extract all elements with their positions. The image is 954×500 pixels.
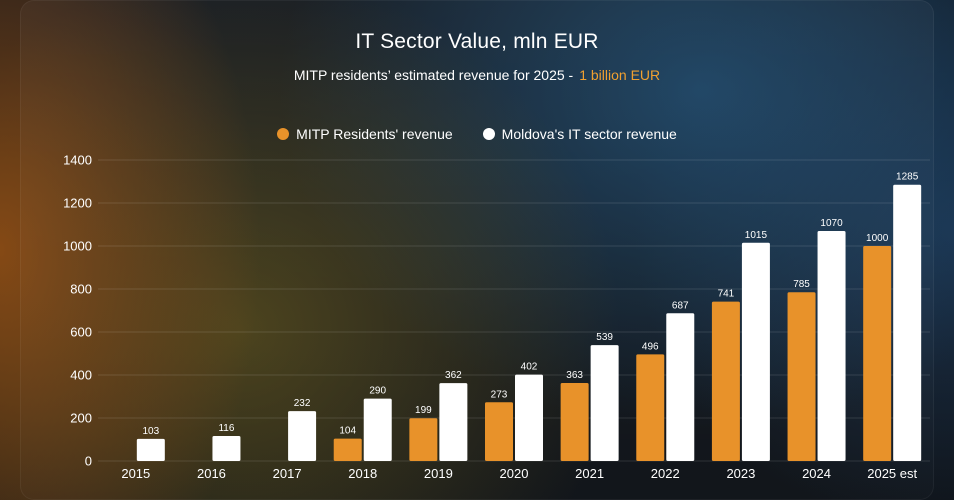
x-tick-label: 2018 xyxy=(348,466,377,481)
data-label-mitp: 273 xyxy=(491,389,508,400)
bar-mitp xyxy=(711,301,740,461)
bar-moldova xyxy=(515,374,543,461)
data-label-mitp: 1000 xyxy=(866,233,889,244)
data-label-mitp: 785 xyxy=(793,279,810,290)
data-label-mitp: 104 xyxy=(339,426,356,437)
chart-subtitle: MITP residents’ estimated revenue for 20… xyxy=(0,67,954,83)
bar-mitp xyxy=(409,418,438,461)
y-tick-label: 400 xyxy=(70,368,92,383)
chart-legend: MITP Residents' revenue Moldova's IT sec… xyxy=(0,126,954,142)
bar-mitp xyxy=(333,438,362,461)
data-label-mitp: 199 xyxy=(415,405,432,416)
x-tick-label: 2015 xyxy=(121,466,150,481)
y-tick-label: 200 xyxy=(70,411,92,426)
x-tick-label: 2023 xyxy=(726,466,755,481)
data-label-moldova: 402 xyxy=(521,362,538,373)
subtitle-highlight: 1 billion EUR xyxy=(579,67,661,83)
bar-moldova xyxy=(439,383,468,461)
x-tick-label: 2021 xyxy=(575,466,604,481)
y-tick-label: 0 xyxy=(85,454,92,469)
data-label-mitp: 741 xyxy=(718,289,735,300)
y-tick-label: 1200 xyxy=(63,196,92,211)
bar-moldova xyxy=(288,411,317,461)
y-tick-label: 1000 xyxy=(63,239,92,254)
y-tick-label: 600 xyxy=(70,325,92,340)
chart-title: IT Sector Value, mln EUR xyxy=(355,30,599,53)
legend-item-moldova: Moldova's IT sector revenue xyxy=(482,126,677,142)
x-tick-label: 2016 xyxy=(197,466,226,481)
bar-moldova xyxy=(817,230,846,461)
bar-moldova xyxy=(741,242,770,461)
x-tick-label: 2025 est xyxy=(867,466,917,481)
bar-moldova xyxy=(212,436,241,461)
data-label-moldova: 116 xyxy=(218,423,234,434)
legend-label-mitp: MITP Residents' revenue xyxy=(296,126,453,142)
bar-moldova xyxy=(590,345,619,461)
bar-mitp xyxy=(560,382,589,461)
legend-label-moldova: Moldova's IT sector revenue xyxy=(501,126,677,142)
legend-swatch-mitp xyxy=(277,128,290,140)
subtitle-text: MITP residents’ estimated revenue for 20… xyxy=(293,67,574,83)
bar-moldova xyxy=(136,438,165,461)
data-label-moldova: 1285 xyxy=(896,172,919,183)
x-tick-label: 2019 xyxy=(424,466,453,481)
data-label-moldova: 362 xyxy=(445,370,462,381)
legend-swatch-moldova xyxy=(482,128,495,140)
data-label-moldova: 687 xyxy=(672,300,689,311)
bar-moldova xyxy=(666,313,695,461)
y-tick-label: 800 xyxy=(70,282,92,297)
data-label-moldova: 103 xyxy=(142,426,159,437)
data-label-mitp: 363 xyxy=(566,370,583,381)
legend-item-mitp: MITP Residents' revenue xyxy=(277,126,453,142)
bar-mitp xyxy=(485,402,513,461)
data-label-moldova: 1070 xyxy=(820,218,843,229)
chart-card xyxy=(20,0,934,500)
data-label-moldova: 1015 xyxy=(745,230,768,241)
data-label-moldova: 232 xyxy=(294,398,311,409)
x-tick-label: 2024 xyxy=(802,466,831,481)
bar-mitp xyxy=(636,354,665,461)
data-label-mitp: 496 xyxy=(642,341,659,352)
bar-mitp xyxy=(863,246,892,461)
x-tick-label: 2022 xyxy=(651,466,680,481)
x-tick-label: 2017 xyxy=(273,466,302,481)
x-tick-label: 2020 xyxy=(500,466,529,481)
bar-mitp xyxy=(787,292,816,461)
y-tick-label: 1400 xyxy=(63,153,92,168)
data-label-moldova: 539 xyxy=(596,332,613,343)
bar-moldova xyxy=(363,398,392,461)
bar-moldova xyxy=(893,184,922,461)
data-label-moldova: 290 xyxy=(369,386,386,397)
